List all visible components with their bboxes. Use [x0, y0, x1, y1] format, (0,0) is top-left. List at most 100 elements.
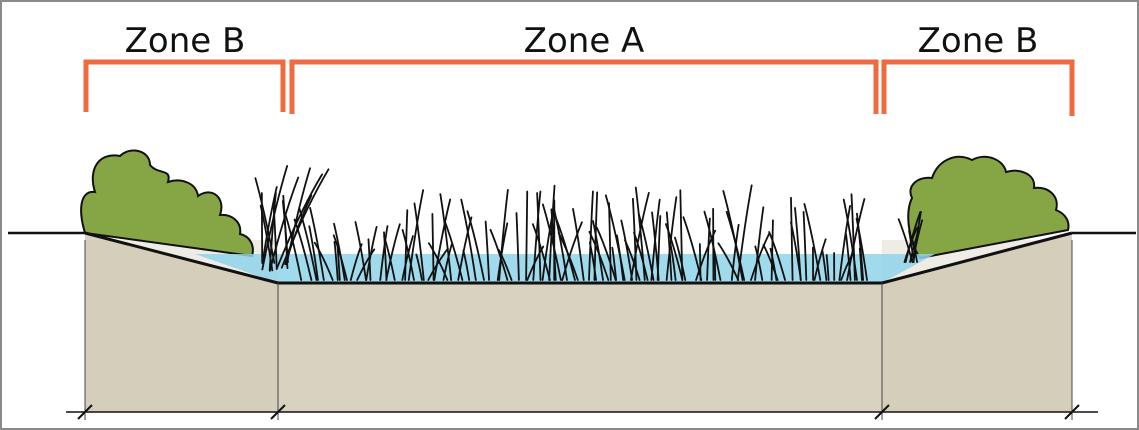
shrub-right	[907, 155, 1070, 260]
grass-blade	[572, 208, 585, 281]
grass-blade	[736, 184, 753, 281]
grass-blade	[768, 231, 786, 281]
grass-blade	[484, 220, 490, 281]
grass-blade	[730, 223, 740, 281]
dimension-tick-4	[1064, 404, 1080, 420]
grass-blade	[525, 190, 529, 281]
grass-blade	[284, 194, 313, 266]
grass-blade	[275, 173, 324, 270]
grass-blade	[542, 203, 562, 281]
grass-blade	[489, 228, 509, 281]
grass-blade	[725, 211, 746, 281]
grass-blade	[664, 223, 684, 281]
dimension-tick-3	[874, 404, 890, 420]
zone-bracket-center	[289, 59, 879, 114]
grass-blade	[611, 246, 618, 281]
grass-blade	[383, 231, 388, 281]
grass-blade	[656, 215, 662, 281]
grass-blade	[850, 193, 856, 281]
grass-blade	[669, 244, 677, 281]
soil-cross-section	[85, 233, 1072, 412]
grass-blade	[897, 218, 914, 263]
grass-blade	[665, 211, 673, 281]
dimension-tick-2	[270, 404, 286, 420]
grass-blade	[856, 212, 865, 281]
grass-blade	[433, 198, 452, 281]
grass-blade	[442, 243, 453, 281]
grass-blade	[561, 221, 583, 281]
grass-blade	[616, 234, 625, 281]
grass-blade	[413, 202, 425, 281]
grass-blade	[356, 248, 376, 281]
grass-blade	[443, 219, 464, 281]
swale-profile-line	[84, 231, 1073, 285]
grass-blade	[407, 189, 425, 281]
grass-blade	[842, 198, 858, 281]
grass-blade	[803, 203, 822, 281]
wetland-grasses	[254, 165, 924, 281]
zone-label-right: Zone B	[918, 21, 1039, 61]
grass-blade	[790, 221, 802, 281]
grass-blade	[498, 249, 513, 281]
grass-blade	[674, 236, 687, 281]
grass-blade	[552, 206, 568, 281]
grass-blade	[365, 225, 378, 281]
grass-blade	[284, 214, 303, 281]
grass-blade	[308, 225, 319, 281]
grass-blade	[624, 239, 641, 281]
grass-blade	[706, 217, 711, 281]
grass-blade	[268, 192, 277, 271]
grass-blade	[531, 223, 551, 281]
grass-blade	[536, 192, 542, 281]
grass-blade	[515, 212, 520, 281]
grass-blade	[912, 211, 922, 263]
soil-shade-right	[882, 240, 1072, 412]
grass-blade	[845, 232, 852, 281]
grass-blade	[431, 212, 435, 281]
grass-blade	[588, 190, 594, 281]
grass-blade	[750, 233, 770, 281]
grass-blade	[401, 235, 414, 281]
grass-blade	[415, 253, 423, 281]
grass-blade	[333, 240, 339, 281]
grass-blade	[333, 222, 346, 281]
grass-blade	[790, 196, 794, 281]
dimension-tick-1	[77, 404, 93, 420]
grass-blade	[385, 223, 401, 281]
grass-blade	[460, 198, 477, 281]
grass-blade	[754, 245, 764, 281]
grass-blade	[313, 241, 334, 281]
zone-label-left: Zone B	[125, 21, 246, 61]
grass-blade	[762, 244, 779, 281]
grass-blade	[838, 205, 851, 281]
grass-blade	[855, 217, 868, 281]
grass-blade	[588, 241, 597, 281]
grass-blade	[904, 211, 922, 263]
grass-blade	[309, 207, 325, 281]
grass-blade	[379, 225, 389, 281]
grass-blade	[813, 238, 827, 281]
grass-blade	[698, 243, 702, 281]
grass-blade	[532, 190, 542, 281]
grass-blade	[596, 226, 617, 281]
grass-blade	[555, 218, 576, 281]
grass-blade	[665, 196, 678, 281]
grass-blade	[466, 210, 485, 281]
grass-blade	[588, 230, 610, 281]
grass-blade	[401, 229, 415, 281]
grass-blade	[754, 206, 765, 281]
grass-blade	[462, 249, 471, 281]
grass-blade	[858, 247, 863, 281]
grass-blade	[821, 249, 828, 281]
grass-blade	[354, 221, 367, 281]
grass-blade	[280, 168, 330, 269]
grass-blade	[439, 193, 453, 281]
grass-blade	[428, 242, 449, 281]
zone-label-center: Zone A	[524, 21, 645, 61]
grass-blade	[703, 210, 722, 281]
grass-blade	[254, 177, 276, 264]
grass-blade	[268, 176, 300, 272]
grass-blade	[498, 188, 509, 281]
grass-blade	[770, 219, 774, 281]
